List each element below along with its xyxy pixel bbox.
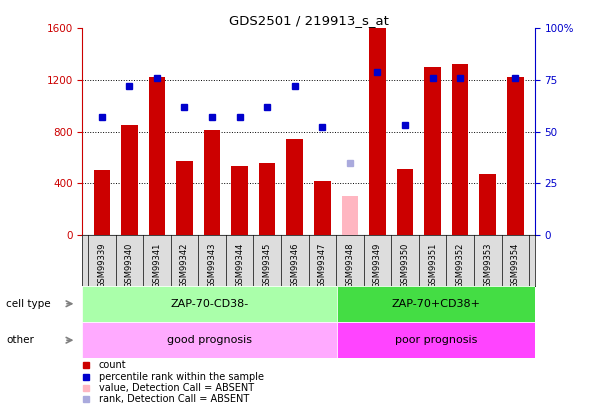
Text: good prognosis: good prognosis [167, 335, 252, 345]
Bar [82, 286, 337, 322]
Text: cell type: cell type [6, 299, 51, 309]
Bar [480, 174, 496, 235]
Text: GSM99346: GSM99346 [290, 243, 299, 288]
Text: ZAP-70+CD38+: ZAP-70+CD38+ [391, 299, 480, 309]
Bar [314, 181, 331, 235]
Text: GSM99343: GSM99343 [208, 243, 216, 288]
Bar [397, 169, 413, 235]
Text: GSM99350: GSM99350 [401, 243, 409, 288]
Text: percentile rank within the sample: percentile rank within the sample [99, 372, 264, 382]
Bar [93, 171, 110, 235]
Text: count: count [99, 360, 126, 370]
Text: poor prognosis: poor prognosis [395, 335, 477, 345]
Text: GSM99351: GSM99351 [428, 243, 437, 288]
Text: ZAP-70-CD38-: ZAP-70-CD38- [170, 299, 249, 309]
Text: GSM99354: GSM99354 [511, 243, 520, 288]
Bar [259, 163, 276, 235]
Bar [425, 67, 441, 235]
Bar [337, 322, 535, 358]
Bar [82, 322, 337, 358]
Text: GSM99347: GSM99347 [318, 243, 327, 288]
Bar [176, 161, 192, 235]
Text: GSM99348: GSM99348 [345, 243, 354, 288]
Bar [121, 125, 137, 235]
Bar [507, 77, 524, 235]
Bar [452, 64, 469, 235]
Text: GSM99340: GSM99340 [125, 243, 134, 288]
Title: GDS2501 / 219913_s_at: GDS2501 / 219913_s_at [229, 14, 389, 27]
Text: GSM99342: GSM99342 [180, 243, 189, 288]
Text: GSM99349: GSM99349 [373, 243, 382, 288]
Text: GSM99353: GSM99353 [483, 243, 492, 288]
Bar [369, 28, 386, 235]
Text: other: other [6, 335, 34, 345]
Text: GSM99344: GSM99344 [235, 243, 244, 288]
Bar [342, 196, 358, 235]
Bar [232, 166, 248, 235]
Text: GSM99352: GSM99352 [456, 243, 465, 288]
Bar [148, 77, 165, 235]
Text: GSM99341: GSM99341 [152, 243, 161, 288]
Text: value, Detection Call = ABSENT: value, Detection Call = ABSENT [99, 383, 254, 393]
Text: GSM99345: GSM99345 [263, 243, 272, 288]
Bar [204, 130, 221, 235]
Text: rank, Detection Call = ABSENT: rank, Detection Call = ABSENT [99, 394, 249, 404]
Bar [337, 286, 535, 322]
Bar [287, 139, 303, 235]
Text: GSM99339: GSM99339 [97, 243, 106, 288]
